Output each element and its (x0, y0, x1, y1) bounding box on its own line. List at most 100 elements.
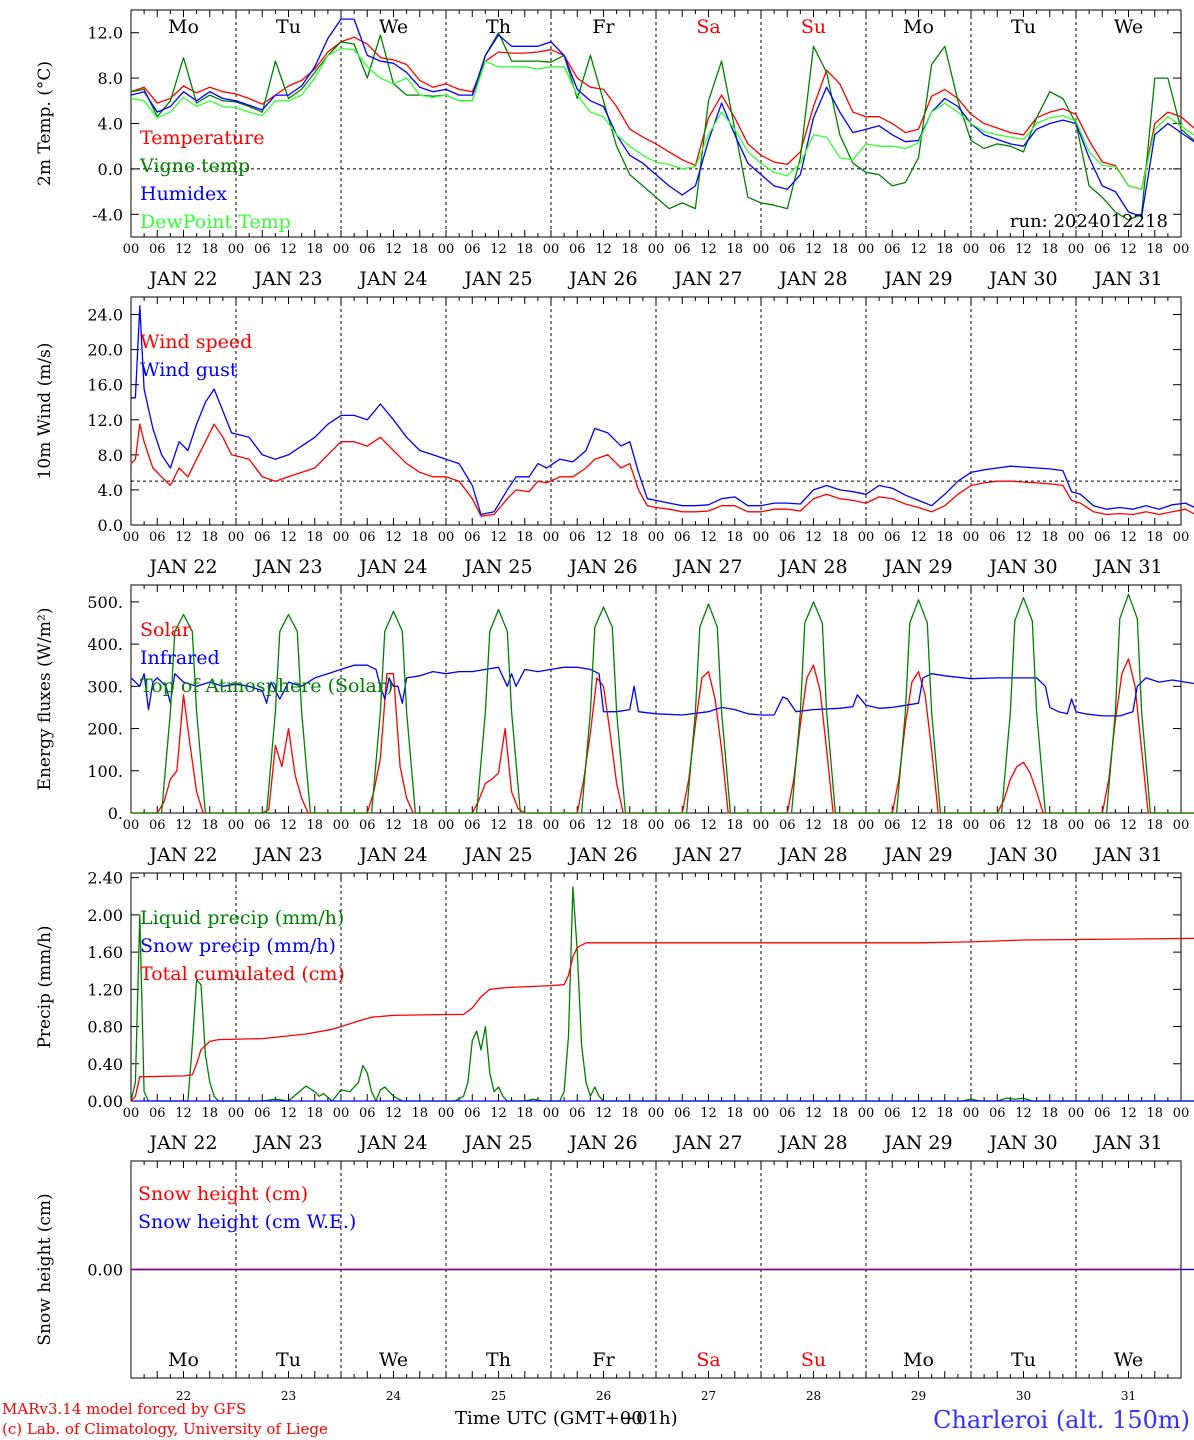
hour-tick-label: 12 (595, 1106, 612, 1121)
hour-tick-label: 12 (910, 818, 927, 833)
date-label: JAN 27 (672, 1132, 742, 1154)
weekday-label-bottom: We (379, 1349, 408, 1371)
hour-tick-label: 12 (385, 818, 402, 833)
hour-tick-label: 06 (1094, 530, 1111, 545)
y-axis-label: Precip (mm/h) (35, 925, 55, 1048)
y-tick-label: 300. (87, 677, 123, 696)
hour-tick-label: 06 (569, 242, 586, 257)
hour-tick-label: 18 (621, 818, 638, 833)
legend-entry: Snow height (cm W.E.) (138, 1211, 356, 1233)
hour-tick-label: 06 (569, 818, 586, 833)
station-label: Charleroi (alt. 150m) (933, 1406, 1190, 1434)
weekday-label: Tu (1011, 16, 1036, 38)
y-tick-label: 200. (87, 720, 123, 739)
hour-tick-label: 12 (595, 818, 612, 833)
y-tick-label: 1.20 (87, 980, 123, 999)
weekday-label-bottom: Tu (276, 1349, 301, 1371)
hour-tick-label: 12 (385, 530, 402, 545)
hour-tick-label: 06 (674, 818, 691, 833)
hour-tick-label: 00 (543, 1106, 560, 1121)
day-number-label: 29 (911, 1389, 926, 1403)
weekday-label: Mo (903, 16, 934, 38)
hour-tick-label: 06 (989, 1106, 1006, 1121)
series-line-infrared (130, 664, 1194, 717)
date-label: JAN 30 (987, 1132, 1057, 1154)
hour-tick-label: 12 (280, 242, 297, 257)
date-label: JAN 22 (147, 1132, 217, 1154)
legend-entry: Wind gust (140, 359, 238, 381)
date-label: JAN 28 (777, 556, 847, 578)
y-tick-label: 0.0 (98, 516, 123, 535)
weekday-label: We (379, 16, 408, 38)
hour-tick-label: 06 (254, 242, 271, 257)
hour-tick-label: 12 (1120, 1106, 1137, 1121)
hour-tick-label: 00 (123, 530, 140, 545)
weekday-label-bottom: Fr (592, 1349, 615, 1371)
weekday-label: Sa (696, 16, 720, 38)
legend-entry: Humidex (140, 183, 227, 205)
hour-tick-label: 06 (254, 530, 271, 545)
hour-tick-label: 00 (753, 818, 770, 833)
hour-tick-label: 18 (621, 242, 638, 257)
hour-tick-label: 06 (1094, 818, 1111, 833)
hour-tick-label: 06 (569, 1106, 586, 1121)
hour-tick-label: 00 (543, 530, 560, 545)
date-label: JAN 23 (252, 268, 322, 290)
hour-tick-label: 00 (123, 242, 140, 257)
hour-tick-label: 06 (359, 242, 376, 257)
date-label: JAN 27 (672, 844, 742, 866)
hour-tick-label: 12 (1015, 242, 1032, 257)
day-number-label: 31 (1121, 1389, 1136, 1403)
hour-tick-label: 12 (700, 1106, 717, 1121)
hour-tick-label: 00 (123, 1106, 140, 1121)
date-label: JAN 23 (252, 556, 322, 578)
legend-entry: Snow precip (mm/h) (140, 935, 336, 957)
hour-tick-label: 12 (490, 1106, 507, 1121)
y-tick-label: 0. (108, 804, 123, 823)
hour-tick-label: 12 (1015, 1106, 1032, 1121)
hour-tick-label: 18 (201, 242, 218, 257)
run-annotation: run: 2024012218 (1010, 211, 1168, 232)
weekday-label: Fr (592, 16, 615, 38)
hour-tick-label: 12 (490, 818, 507, 833)
y-tick-label: 0.80 (87, 1018, 123, 1037)
hour-tick-label: 06 (359, 818, 376, 833)
hour-tick-label: 18 (201, 1106, 218, 1121)
day-number-label: 26 (596, 1389, 611, 1403)
hour-tick-label: 06 (464, 242, 481, 257)
y-tick-label: 0.00 (87, 1092, 123, 1111)
series-line-temperature (130, 36, 1194, 190)
hour-tick-label: 12 (385, 1106, 402, 1121)
hour-tick-label: 12 (280, 818, 297, 833)
y-tick-label: 12.0 (87, 411, 123, 430)
hour-tick-label: 00 (963, 1106, 980, 1121)
hour-tick-label: 12 (700, 242, 717, 257)
x-axis-title: Time UTC (GMT+00 (455, 1408, 643, 1429)
hour-tick-label: 18 (306, 1106, 323, 1121)
hour-tick-label: 06 (149, 818, 166, 833)
hour-tick-label: 06 (989, 818, 1006, 833)
hour-tick-label: 00 (648, 1106, 665, 1121)
day-number-label: 25 (491, 1389, 506, 1403)
hour-tick-label: 00 (228, 1106, 245, 1121)
date-label: JAN 26 (567, 268, 637, 290)
hour-tick-label: 12 (910, 1106, 927, 1121)
panels: -4.0 0.0 4.0 8.0 12.0 2m Temp. (°C) Temperatur… (35, 9, 1194, 1403)
hour-tick-label: 00 (123, 818, 140, 833)
date-label: JAN 31 (1092, 556, 1162, 578)
date-label: JAN 31 (1092, 1132, 1162, 1154)
legend-entry: Liquid precip (mm/h) (140, 907, 344, 929)
hour-tick-label: 00 (1173, 818, 1190, 833)
hour-tick-label: 00 (333, 530, 350, 545)
hour-tick-label: 00 (1068, 530, 1085, 545)
lab-credit: (c) Lab. of Climatology, University of L… (2, 1420, 328, 1438)
hour-tick-label: 18 (516, 242, 533, 257)
hour-tick-label: 12 (910, 530, 927, 545)
hour-tick-label: 06 (359, 530, 376, 545)
series-line-dewpoint-temp (130, 47, 1194, 190)
series-line-humidex (130, 18, 1194, 218)
hour-tick-label: 12 (805, 242, 822, 257)
hour-tick-label: 06 (149, 1106, 166, 1121)
weekday-label-bottom: Su (801, 1349, 826, 1371)
hour-tick-label: 00 (1068, 242, 1085, 257)
